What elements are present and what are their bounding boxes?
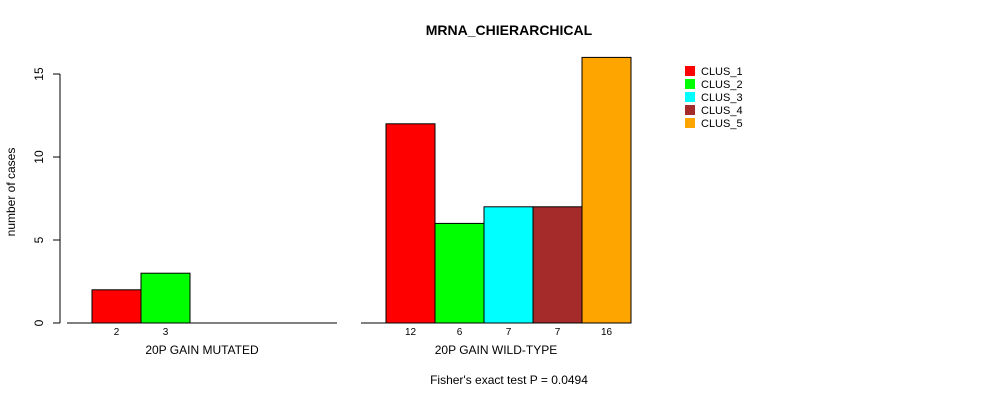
y-axis: 0 5 10 15 xyxy=(32,67,61,326)
legend-label: CLUS_4 xyxy=(701,105,743,117)
y-axis-label: number of cases xyxy=(4,148,18,237)
bar-count-label: 3 xyxy=(163,327,169,338)
bar-clus-2 xyxy=(140,272,191,324)
chart-title: MRNA_CHIERARCHICAL xyxy=(426,22,593,38)
bar-clus-2 xyxy=(434,222,485,324)
bar-group: 2 3 20P GAIN MUTATED xyxy=(67,272,337,357)
y-tick-label: 10 xyxy=(32,150,46,164)
bar-clus-5 xyxy=(581,56,632,324)
legend-swatch xyxy=(685,118,695,128)
bar-clus-4 xyxy=(532,206,583,324)
y-tick-label: 5 xyxy=(32,236,46,243)
bar-groups: 2 3 20P GAIN MUTATED 12 6 7 7 16 20P GAIN WILD-T… xyxy=(67,56,632,357)
bar-count-label: 12 xyxy=(405,327,417,338)
legend-label: CLUS_2 xyxy=(701,79,743,91)
bar-group: 12 6 7 7 16 20P GAIN WILD-TYPE xyxy=(361,56,632,357)
bar-count-label: 2 xyxy=(114,327,120,338)
legend-swatch xyxy=(685,92,695,102)
legend-label: CLUS_3 xyxy=(701,92,743,104)
bar-count-label: 16 xyxy=(601,327,613,338)
legend-label: CLUS_1 xyxy=(701,66,743,78)
legend-swatch xyxy=(685,66,695,76)
bar-clus-3 xyxy=(483,206,534,324)
bar-count-label: 7 xyxy=(506,327,512,338)
bar-count-label: 6 xyxy=(457,327,463,338)
legend-swatch xyxy=(685,79,695,89)
y-tick-label: 0 xyxy=(32,319,46,326)
group-label: 20P GAIN MUTATED xyxy=(145,343,259,357)
legend-swatch xyxy=(685,105,695,115)
bar-clus-1 xyxy=(385,123,436,324)
bar-clus-1 xyxy=(91,289,142,324)
legend-label: CLUS_5 xyxy=(701,118,743,130)
y-tick-label: 15 xyxy=(32,67,46,81)
fisher-test-footnote: Fisher's exact test P = 0.0494 xyxy=(430,373,588,387)
group-label: 20P GAIN WILD-TYPE xyxy=(435,343,557,357)
bar-count-label: 7 xyxy=(555,327,561,338)
